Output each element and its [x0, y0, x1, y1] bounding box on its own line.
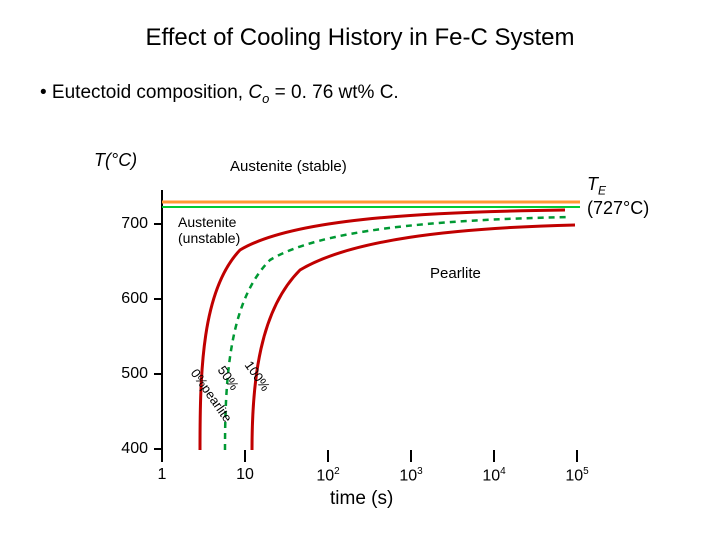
austenite-stable-label: Austenite (stable): [230, 158, 347, 175]
chart-svg: [90, 150, 650, 490]
page-title: Effect of Cooling History in Fe-C System: [0, 24, 720, 52]
austenite-unstable-l2: (unstable): [178, 230, 240, 246]
te-T: T: [587, 174, 598, 194]
pearlite-label: Pearlite: [430, 265, 481, 282]
xtick-10: 10: [225, 466, 265, 484]
te-sub: E: [598, 184, 606, 198]
xtick-1e4: 104: [474, 466, 514, 485]
te-rest: (727°C): [587, 198, 649, 218]
xtick-1e5: 105: [557, 466, 597, 485]
co-symbol: C: [248, 82, 262, 103]
austenite-unstable-l1: Austenite: [178, 214, 236, 230]
x-axis-label: time (s): [330, 488, 393, 510]
bullet-rest: = 0. 76 wt% C.: [269, 82, 398, 103]
xtick-1e3: 103: [391, 466, 431, 485]
bullet-line: • Eutectoid composition, Co = 0. 76 wt% …: [40, 82, 399, 106]
xtick-1e2: 102: [308, 466, 348, 485]
curve-label-100pct: 100%: [254, 357, 287, 375]
ttt-chart: T(°C) 700 600 500 400: [90, 150, 640, 500]
te-label: TE (727°C): [587, 174, 649, 219]
xtick-1: 1: [142, 466, 182, 484]
bullet-lead: • Eutectoid composition,: [40, 82, 248, 103]
